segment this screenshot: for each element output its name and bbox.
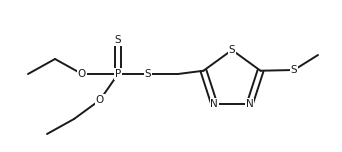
Text: N: N bbox=[210, 99, 218, 109]
Text: S: S bbox=[291, 65, 297, 75]
Text: S: S bbox=[229, 45, 235, 55]
Text: O: O bbox=[96, 95, 104, 105]
Text: S: S bbox=[145, 69, 151, 79]
Text: O: O bbox=[78, 69, 86, 79]
Text: S: S bbox=[115, 35, 121, 45]
Text: P: P bbox=[115, 69, 121, 79]
Text: N: N bbox=[246, 99, 253, 109]
